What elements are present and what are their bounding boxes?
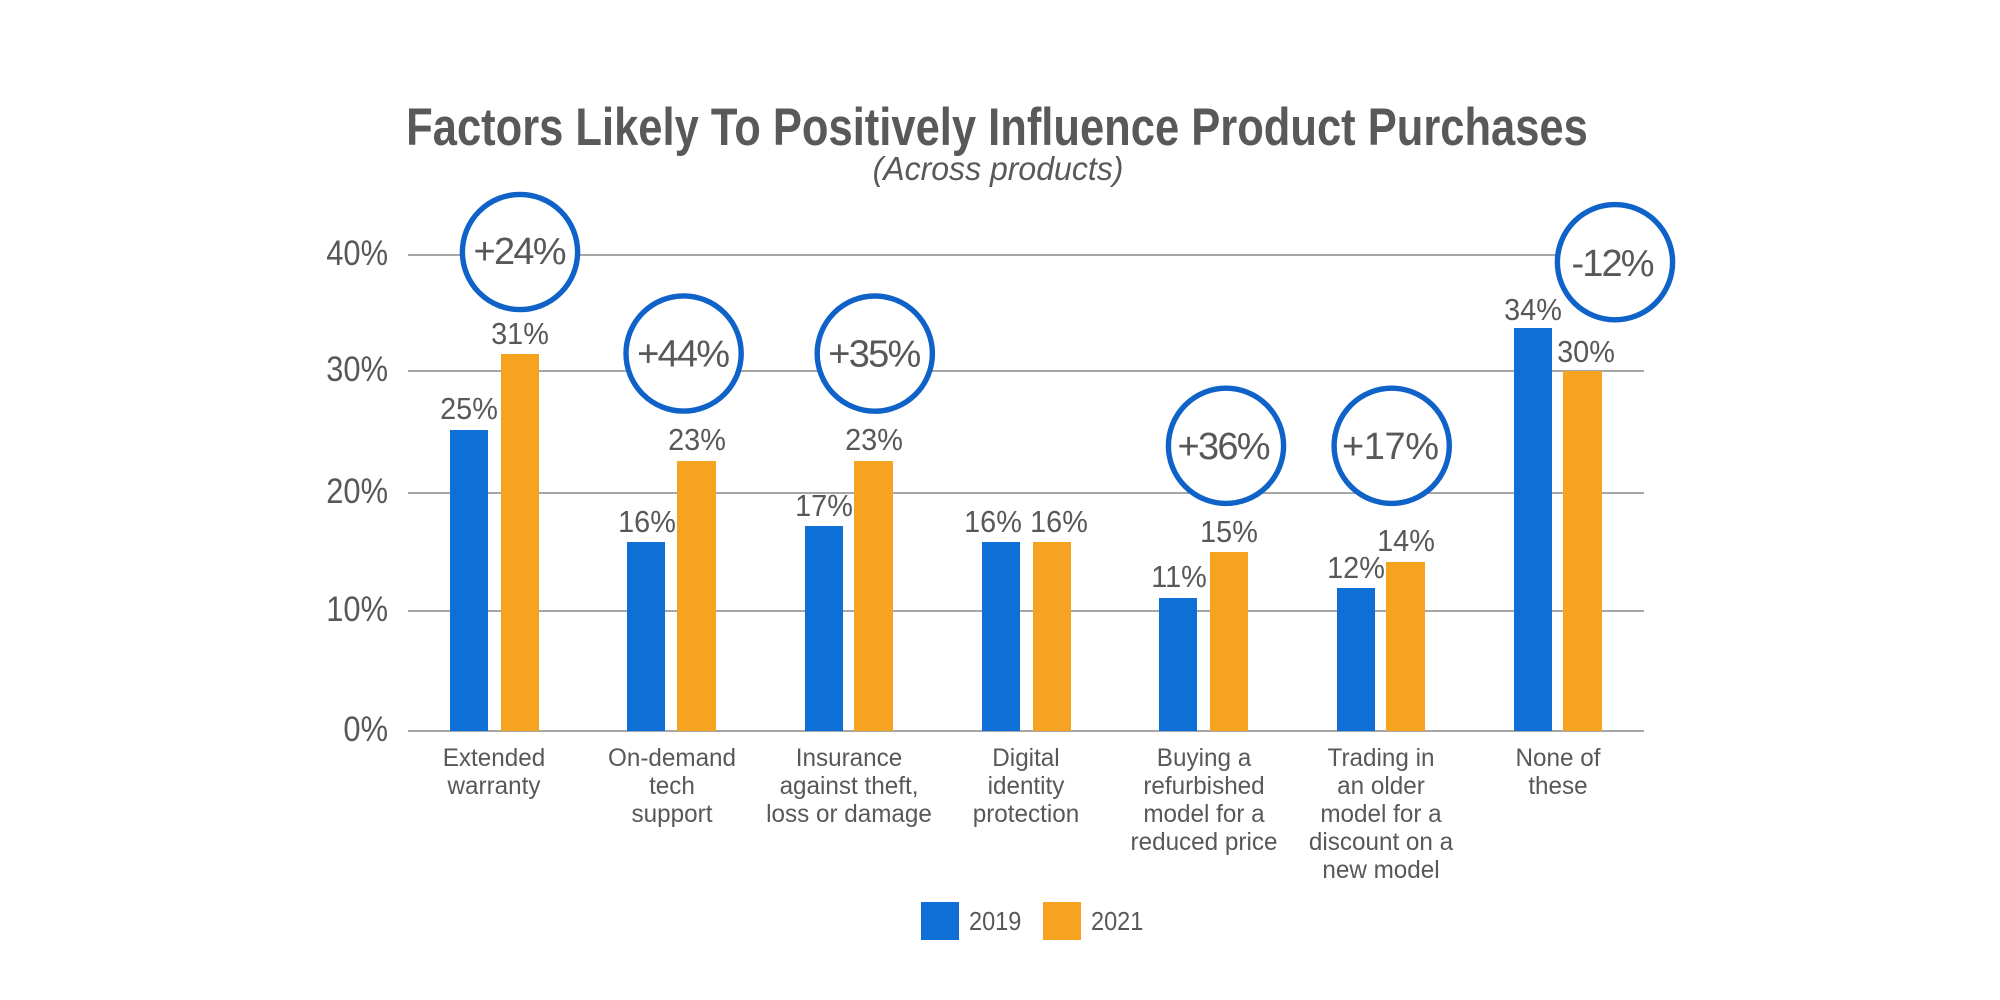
svg-text:+35%: +35% [828, 334, 921, 376]
svg-text:+36%: +36% [1178, 426, 1271, 468]
svg-text:+24%: +24% [474, 231, 567, 273]
svg-text:-12%: -12% [1572, 243, 1655, 285]
svg-text:+44%: +44% [637, 334, 730, 376]
svg-text:+17%: +17% [1342, 426, 1439, 468]
